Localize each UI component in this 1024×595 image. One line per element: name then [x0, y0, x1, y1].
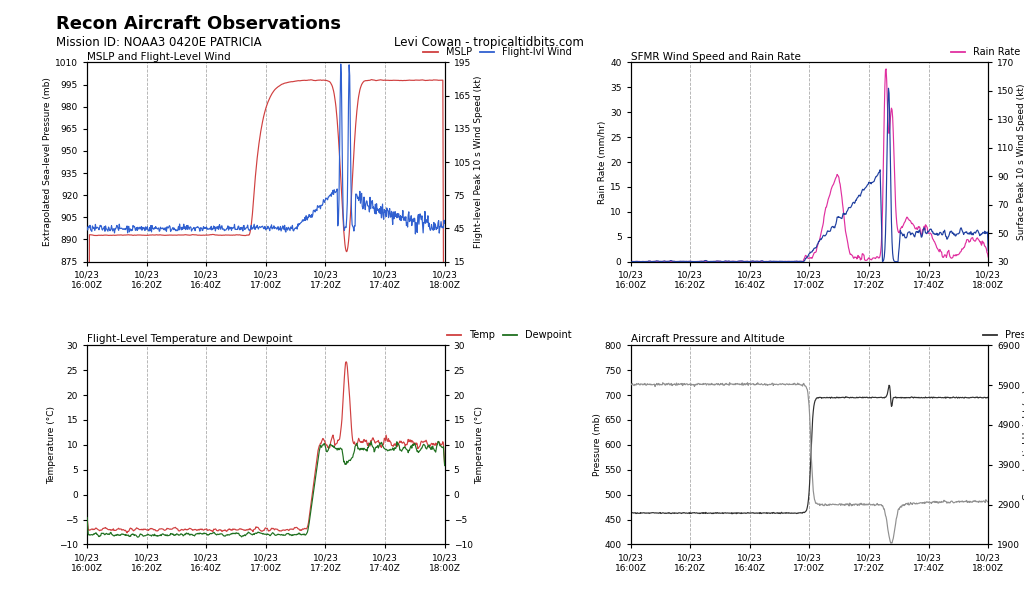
Y-axis label: Geopotential Height (m): Geopotential Height (m) — [1023, 390, 1024, 500]
Y-axis label: Flight-level Peak 10 s Wind Speed (kt): Flight-level Peak 10 s Wind Speed (kt) — [474, 76, 482, 248]
Y-axis label: Pressure (mb): Pressure (mb) — [593, 414, 601, 476]
Y-axis label: Extrapolated Sea-level Pressure (mb): Extrapolated Sea-level Pressure (mb) — [43, 77, 52, 246]
Text: Flight-Level Temperature and Dewpoint: Flight-Level Temperature and Dewpoint — [87, 334, 293, 345]
Legend: Pressure, Altitude: Pressure, Altitude — [979, 326, 1024, 344]
Text: SFMR Wind Speed and Rain Rate: SFMR Wind Speed and Rain Rate — [631, 52, 801, 62]
Text: Mission ID: NOAA3 0420E PATRICIA: Mission ID: NOAA3 0420E PATRICIA — [56, 36, 262, 49]
Legend: Rain Rate, Surface Wind: Rain Rate, Surface Wind — [947, 43, 1024, 61]
Text: Recon Aircraft Observations: Recon Aircraft Observations — [56, 15, 341, 33]
Legend: MSLP, Flight-lvl Wind: MSLP, Flight-lvl Wind — [420, 43, 575, 61]
Legend: Temp, Dewpoint: Temp, Dewpoint — [442, 326, 575, 344]
Y-axis label: Temperature (°C): Temperature (°C) — [47, 406, 56, 484]
Y-axis label: Surface Peak 10 s Wind Speed (kt): Surface Peak 10 s Wind Speed (kt) — [1017, 84, 1024, 240]
Text: MSLP and Flight-Level Wind: MSLP and Flight-Level Wind — [87, 52, 230, 62]
Y-axis label: Temperature (°C): Temperature (°C) — [475, 406, 484, 484]
Text: Aircraft Pressure and Altitude: Aircraft Pressure and Altitude — [631, 334, 784, 345]
Y-axis label: Rain Rate (mm/hr): Rain Rate (mm/hr) — [598, 120, 607, 203]
Text: Levi Cowan - tropicaltidbits.com: Levi Cowan - tropicaltidbits.com — [394, 36, 584, 49]
